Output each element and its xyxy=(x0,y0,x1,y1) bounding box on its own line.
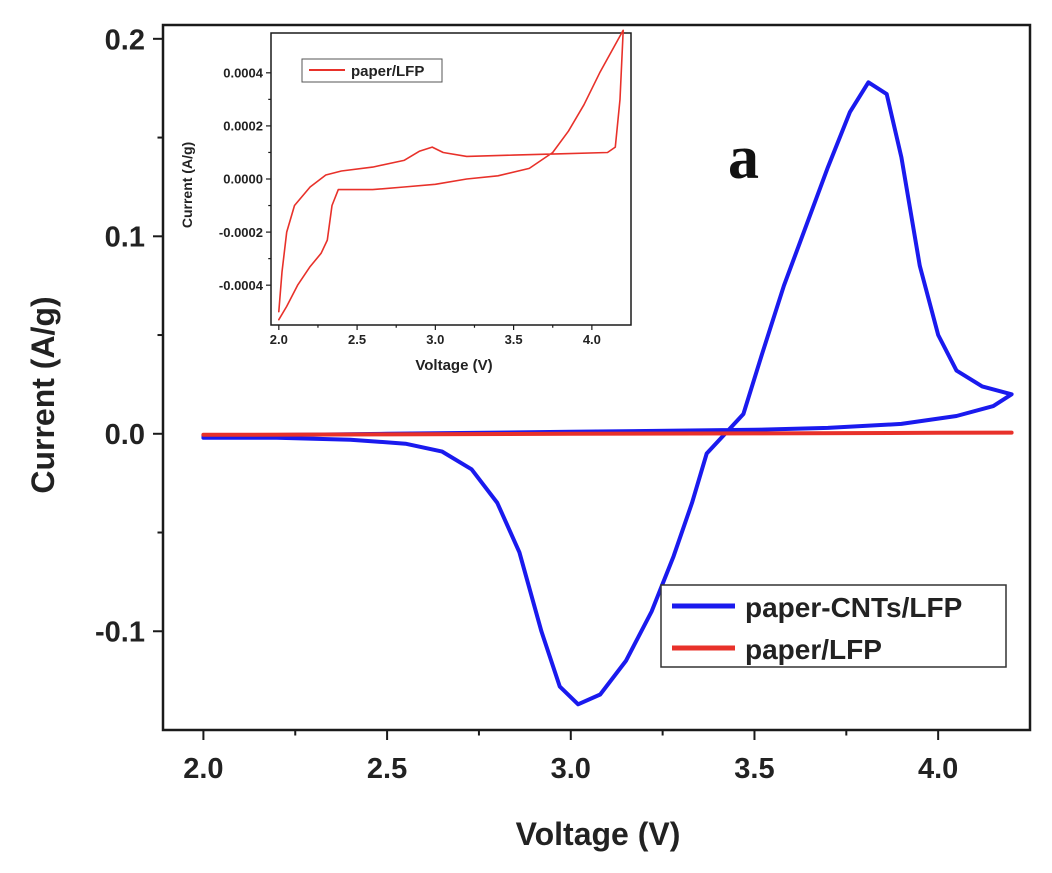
inset-x-tick-label: 3.5 xyxy=(505,332,523,347)
main-plot-frame xyxy=(161,23,1032,732)
inset-legend: paper/LFP xyxy=(301,58,443,83)
main-y-tick-label: 0.2 xyxy=(105,24,145,56)
inset-y-tick-label: -0.0002 xyxy=(219,225,263,240)
inset-y-tick-label: -0.0004 xyxy=(219,278,264,293)
legend-label-paper-cnts-lfp: paper-CNTs/LFP xyxy=(745,592,962,623)
inset-x-tick-label: 2.5 xyxy=(348,332,366,347)
inset-legend-label-paper-lfp: paper/LFP xyxy=(351,63,424,80)
main-x-tick-label: 3.0 xyxy=(551,753,591,785)
panel-label: a xyxy=(728,124,759,192)
main-ticks: 2.0 2.5 3.0 3.5 4.0 -0.1 0.0 0.1 0.2 xyxy=(95,24,958,785)
inset-y-axis-label: Current (A/g) xyxy=(179,142,195,228)
main-series xyxy=(201,80,1014,707)
main-y-tick-label: 0.0 xyxy=(105,419,145,451)
inset-legend-box xyxy=(301,58,443,83)
inset-series xyxy=(277,29,625,321)
y-axis-label: Current (A/g) xyxy=(25,296,61,493)
inset-ticks: 2.0 2.5 3.0 3.5 4.0 -0.0004 -0.0002 0.0000 0.000… xyxy=(219,65,601,347)
main-series-line-paper-cnts-lfp xyxy=(201,80,1014,707)
inset-y-tick-label: 0.0000 xyxy=(223,172,263,187)
main-x-tick-label: 4.0 xyxy=(918,753,958,785)
inset-x-tick-label: 4.0 xyxy=(583,332,601,347)
inset-chart: 2.0 2.5 3.0 3.5 4.0 -0.0004 -0.0002 0.0000 0.000… xyxy=(179,29,632,374)
legend-label-paper-lfp: paper/LFP xyxy=(745,634,882,665)
main-x-tick-label: 2.5 xyxy=(367,753,407,785)
main-x-tick-label: 2.0 xyxy=(183,753,223,785)
inset-y-tick-label: 0.0004 xyxy=(223,65,264,80)
x-axis-label: Voltage (V) xyxy=(516,816,681,852)
inset-x-tick-label: 3.0 xyxy=(426,332,444,347)
main-legend: paper-CNTs/LFP paper/LFP xyxy=(660,584,1007,668)
main-legend-box xyxy=(660,584,1007,668)
main-y-tick-label: -0.1 xyxy=(95,617,145,649)
inset-x-axis-label: Voltage (V) xyxy=(415,357,492,374)
inset-y-tick-label: 0.0002 xyxy=(223,119,263,134)
main-y-tick-label: 0.1 xyxy=(105,222,145,254)
inset-x-tick-label: 2.0 xyxy=(270,332,288,347)
main-series-line-paper-lfp xyxy=(201,430,1014,437)
main-x-tick-label: 3.5 xyxy=(734,753,774,785)
inset-series-line-paper-lfp xyxy=(277,29,625,321)
